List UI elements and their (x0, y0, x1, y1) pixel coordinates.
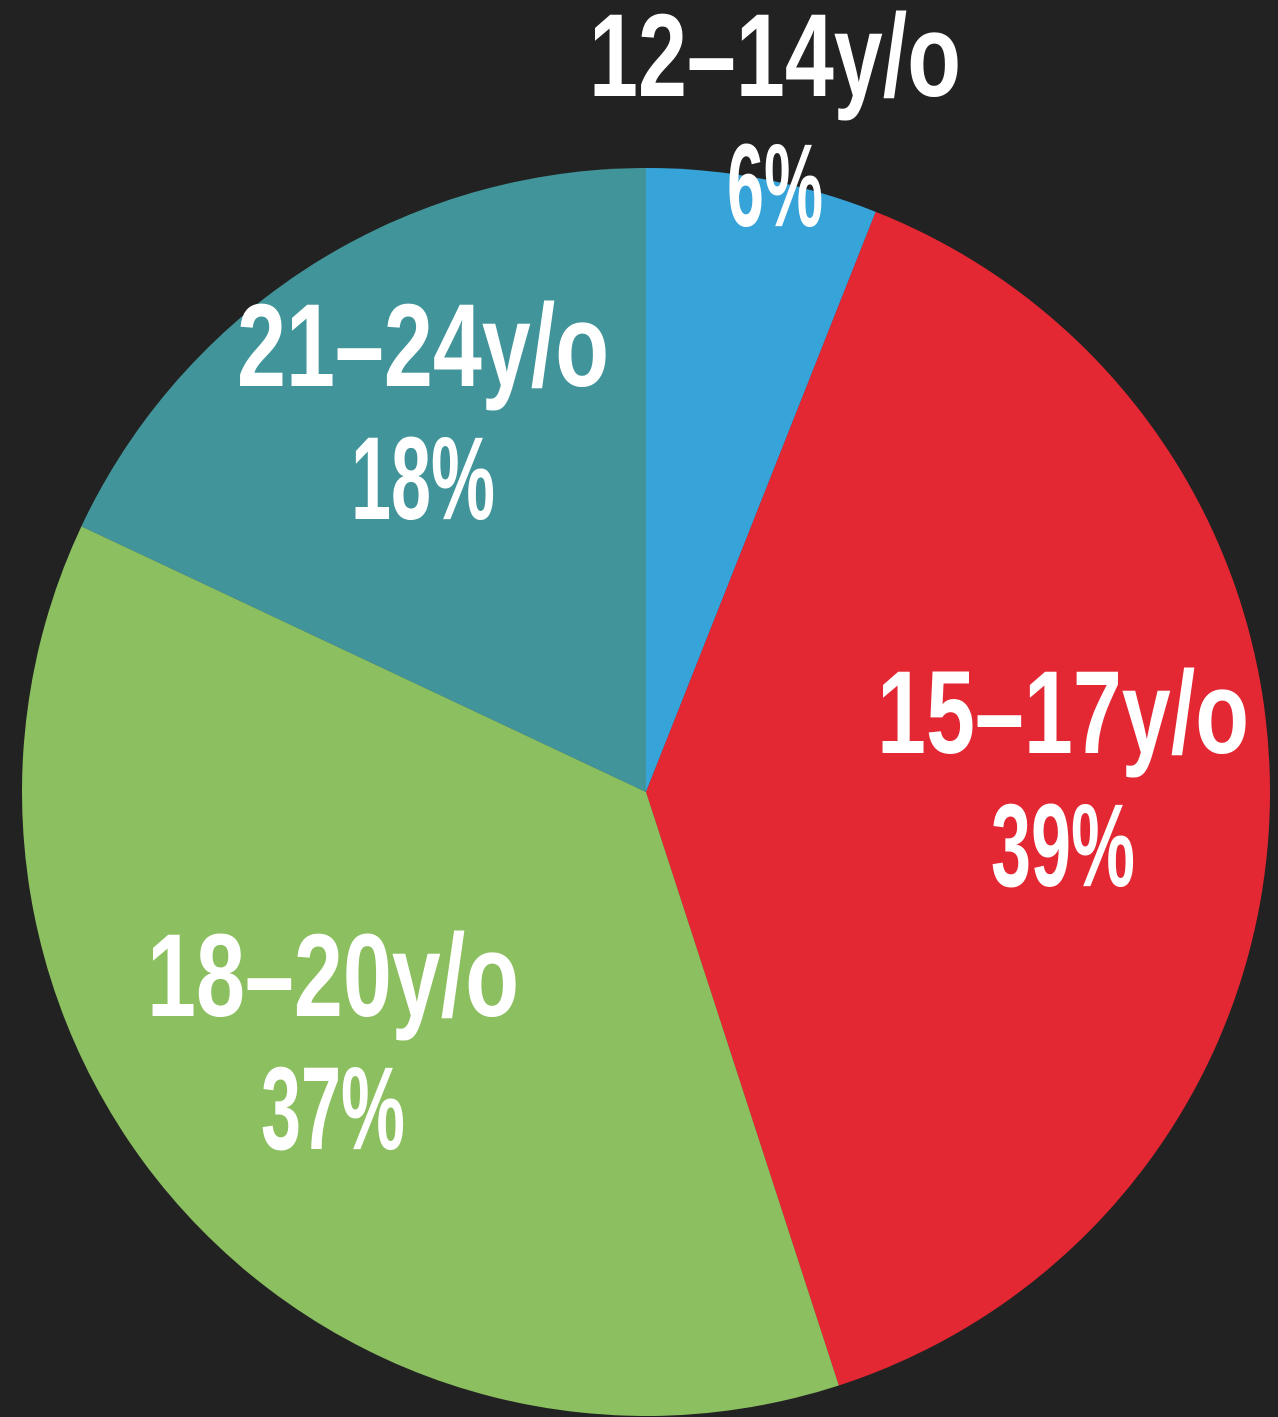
pie-slice (81, 168, 646, 792)
slice-value-label: 37% (261, 1043, 405, 1175)
slice-label: 12–14y/o (589, 0, 961, 122)
slice-label: 18–20y/o (147, 910, 519, 1042)
slice-label: 21–24y/o (237, 280, 609, 412)
pie-slice (21, 526, 839, 1416)
slice-value-label: 6% (727, 120, 823, 252)
pie-slice (646, 211, 1270, 1386)
pie-slice (646, 168, 876, 792)
slice-label: 15–17y/o (877, 647, 1249, 779)
slice-value-label: 39% (991, 780, 1135, 912)
slice-value-label: 18% (351, 413, 495, 545)
